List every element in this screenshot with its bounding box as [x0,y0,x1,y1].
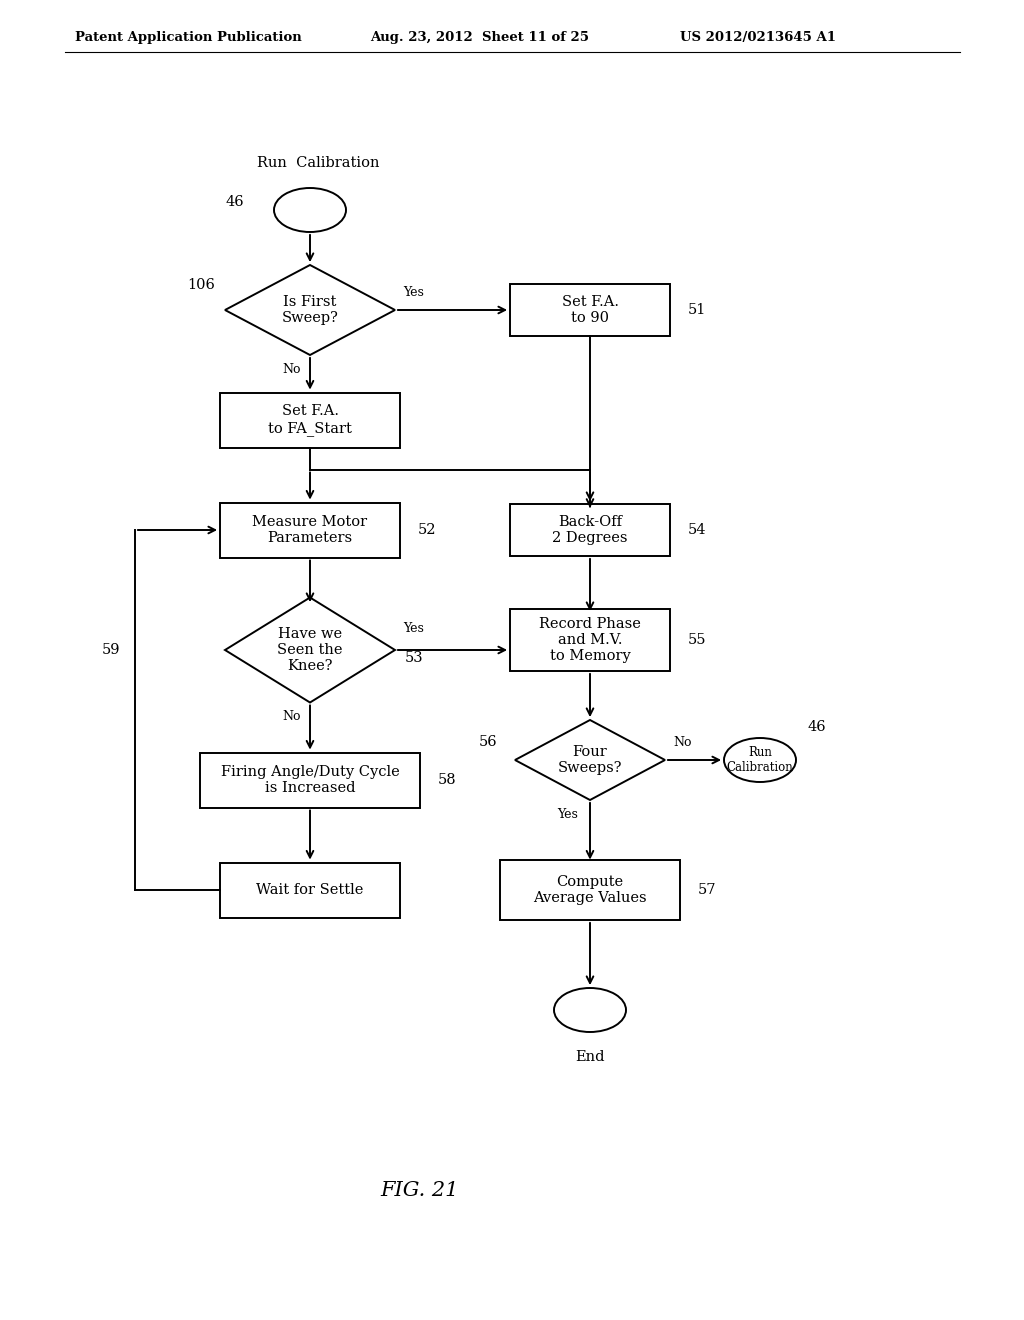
Polygon shape [225,265,395,355]
Polygon shape [225,598,395,702]
Ellipse shape [274,187,346,232]
Text: Four
Sweeps?: Four Sweeps? [558,744,623,775]
Text: Have we
Seen the
Knee?: Have we Seen the Knee? [278,627,343,673]
Text: No: No [283,710,301,723]
Bar [500,861,680,920]
Text: No: No [283,363,301,376]
Ellipse shape [724,738,796,781]
Text: 59: 59 [101,643,120,657]
Text: 46: 46 [225,195,244,209]
Text: Wait for Settle: Wait for Settle [256,883,364,898]
Text: Firing Angle/Duty Cycle
is Increased: Firing Angle/Duty Cycle is Increased [220,764,399,795]
Text: FIG. 21: FIG. 21 [381,1180,459,1200]
Bar [200,752,420,808]
Text: Record Phase
and M.V.
to Memory: Record Phase and M.V. to Memory [539,616,641,663]
Text: 54: 54 [688,523,707,537]
Polygon shape [515,719,665,800]
Text: US 2012/0213645 A1: US 2012/0213645 A1 [680,30,836,44]
Text: Run
Calibration: Run Calibration [727,746,794,774]
Text: 53: 53 [406,651,424,665]
Text: Compute
Average Values: Compute Average Values [534,875,647,906]
Bar [220,392,400,447]
Text: Yes: Yes [403,622,424,635]
Bar [220,862,400,917]
Text: Set F.A.
to 90: Set F.A. to 90 [561,294,618,325]
Ellipse shape [554,987,626,1032]
Text: Run  Calibration: Run Calibration [257,156,379,170]
Text: Patent Application Publication: Patent Application Publication [75,30,302,44]
Text: Measure Motor
Parameters: Measure Motor Parameters [253,515,368,545]
Bar [510,609,670,671]
Text: Set F.A.
to FA_Start: Set F.A. to FA_Start [268,404,352,436]
Text: Aug. 23, 2012  Sheet 11 of 25: Aug. 23, 2012 Sheet 11 of 25 [370,30,589,44]
Bar [510,504,670,556]
Text: 55: 55 [688,634,707,647]
Bar [510,284,670,337]
Text: Yes: Yes [557,808,579,821]
Text: 56: 56 [478,735,497,748]
Bar [220,503,400,557]
Text: 46: 46 [808,719,826,734]
Text: End: End [575,1049,605,1064]
Text: Is First
Sweep?: Is First Sweep? [282,294,339,325]
Text: 51: 51 [688,304,707,317]
Text: No: No [673,735,691,748]
Text: 106: 106 [187,279,215,292]
Text: 58: 58 [438,774,457,787]
Text: 52: 52 [418,523,436,537]
Text: Yes: Yes [403,285,424,298]
Text: 57: 57 [698,883,717,898]
Text: Back-Off
2 Degrees: Back-Off 2 Degrees [552,515,628,545]
